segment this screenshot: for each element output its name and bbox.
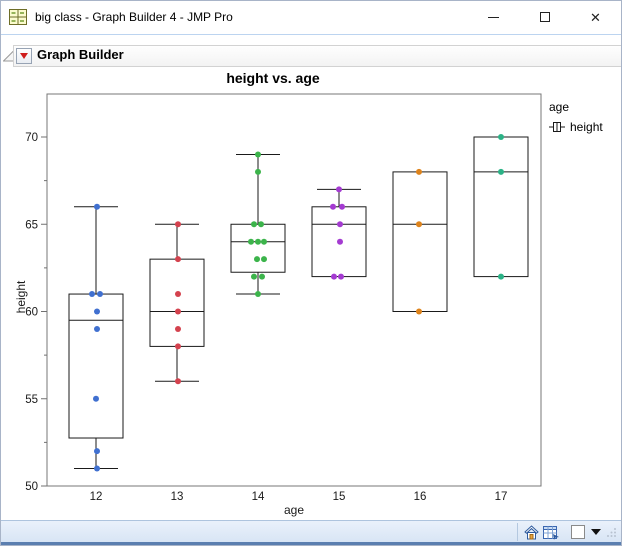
point-age-13[interactable]	[175, 343, 181, 350]
x-tick-label: 16	[414, 491, 427, 503]
y-tick-label: 50	[25, 481, 38, 493]
point-age-16[interactable]	[416, 221, 422, 228]
point-age-14[interactable]	[251, 273, 257, 280]
box-age-16[interactable]	[392, 171, 448, 312]
minimize-icon	[488, 16, 499, 18]
point-age-13[interactable]	[175, 291, 181, 298]
status-separator	[517, 523, 518, 541]
point-age-14[interactable]	[254, 256, 260, 263]
legend: age height	[549, 100, 603, 134]
point-age-14[interactable]	[258, 221, 264, 228]
point-age-15[interactable]	[331, 273, 337, 280]
box-age-14[interactable]	[230, 223, 286, 273]
status-text: Graph BuilderGraph Builder	[8, 521, 190, 543]
red-triangle-menu-button[interactable]	[16, 48, 32, 64]
point-age-12[interactable]	[94, 325, 100, 332]
point-age-15[interactable]	[338, 273, 344, 280]
status-bar: Graph BuilderGraph Builder	[1, 520, 621, 542]
status-bar-icons	[517, 521, 617, 543]
point-age-15[interactable]	[336, 186, 342, 193]
point-age-17[interactable]	[498, 134, 504, 140]
box-age-12[interactable]	[68, 293, 124, 439]
point-age-15[interactable]	[337, 221, 343, 228]
point-age-14[interactable]	[255, 291, 261, 298]
point-age-14[interactable]	[248, 238, 254, 245]
point-age-12[interactable]	[94, 203, 100, 210]
point-age-16[interactable]	[416, 168, 422, 175]
y-axis-title[interactable]: height	[14, 280, 28, 314]
legend-title: age	[549, 100, 570, 114]
point-age-14[interactable]	[259, 273, 265, 280]
point-age-17[interactable]	[498, 273, 504, 280]
point-age-16[interactable]	[416, 308, 422, 315]
point-age-14[interactable]	[251, 221, 257, 228]
y-tick-label: 55	[25, 394, 38, 406]
point-age-15[interactable]	[337, 238, 343, 245]
graph-builder-outline-header: Graph Builder	[13, 45, 621, 67]
close-icon: ✕	[590, 9, 601, 25]
titlebar-separator	[1, 34, 621, 35]
minimize-button[interactable]	[468, 1, 519, 33]
point-age-13[interactable]	[175, 325, 181, 332]
window-thumbnail-box[interactable]	[571, 525, 585, 539]
y-tick-label: 60	[25, 307, 38, 319]
point-age-12[interactable]	[97, 291, 103, 298]
x-tick-label: 15	[333, 491, 346, 503]
window-title: big class - Graph Builder 4 - JMP Pro	[35, 10, 233, 24]
home-icon[interactable]	[524, 524, 539, 540]
x-tick-label: 14	[252, 491, 265, 503]
maximize-button[interactable]	[519, 1, 570, 33]
point-age-14[interactable]	[255, 168, 261, 175]
legend-item-height[interactable]: height	[549, 120, 603, 134]
box-plot-glyph-icon	[549, 122, 565, 132]
point-age-13[interactable]	[175, 221, 181, 228]
box-plot-canvas: 50 55 60 65 70 12 13 14 15 16 17	[25, 93, 542, 503]
y-tick-label: 65	[25, 219, 38, 231]
outline-title: Graph Builder	[37, 47, 124, 62]
menu-arrow-icon[interactable]	[591, 529, 601, 535]
x-axis-title[interactable]: age	[283, 503, 305, 517]
point-age-13[interactable]	[175, 256, 181, 263]
jmp-data-table-icon	[9, 9, 27, 30]
legend-item-label: height	[570, 120, 603, 134]
window-bottom-border	[1, 542, 621, 545]
y-tick-label: 70	[25, 132, 38, 144]
point-age-12[interactable]	[94, 308, 100, 315]
point-age-13[interactable]	[175, 378, 181, 385]
x-tick-label: 17	[495, 491, 508, 503]
point-age-17[interactable]	[498, 168, 504, 175]
chart-title: height vs. age	[226, 70, 320, 86]
point-age-15[interactable]	[339, 203, 345, 210]
point-age-12[interactable]	[89, 291, 95, 298]
plot-frame	[46, 93, 542, 487]
title-bar: big class - Graph Builder 4 - JMP Pro ✕	[1, 1, 621, 33]
window-controls: ✕	[468, 1, 621, 33]
point-age-12[interactable]	[94, 465, 100, 472]
point-age-14[interactable]	[261, 256, 267, 263]
close-button[interactable]: ✕	[570, 1, 621, 33]
maximize-icon	[539, 12, 550, 22]
point-age-12[interactable]	[94, 448, 100, 455]
point-age-14[interactable]	[255, 238, 261, 245]
x-tick-label: 13	[171, 491, 184, 503]
box-age-13[interactable]	[149, 258, 205, 347]
point-age-15[interactable]	[330, 203, 336, 210]
resize-grip[interactable]	[607, 527, 617, 537]
point-age-13[interactable]	[175, 308, 181, 315]
box-age-17[interactable]	[473, 136, 529, 278]
x-tick-label: 12	[90, 491, 103, 503]
data-table-icon[interactable]	[543, 525, 559, 540]
point-age-14[interactable]	[255, 151, 261, 158]
red-triangle-icon	[20, 53, 28, 59]
point-age-12[interactable]	[93, 395, 99, 402]
point-age-14[interactable]	[261, 238, 267, 245]
